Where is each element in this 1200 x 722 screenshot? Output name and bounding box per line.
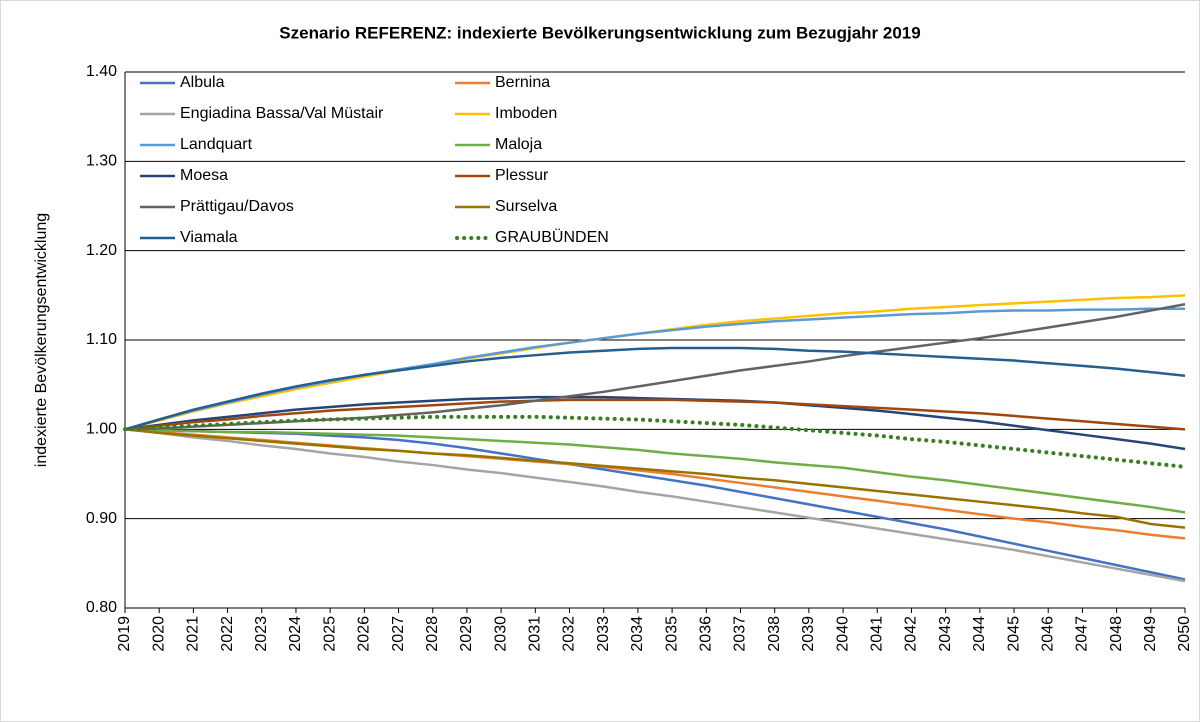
x-tick-label: 2030 xyxy=(492,616,509,652)
series-line xyxy=(123,414,1187,469)
x-tick-label: 2035 xyxy=(663,616,680,652)
y-tick-label: 0.80 xyxy=(86,599,117,616)
x-tick-label: 2048 xyxy=(1108,616,1125,652)
x-tick-label: 2045 xyxy=(1005,616,1022,652)
x-tick-label: 2031 xyxy=(527,616,544,652)
x-tick-label: 2029 xyxy=(458,616,475,652)
x-tick-label: 2043 xyxy=(937,616,954,652)
x-tick-label: 2034 xyxy=(629,616,646,652)
x-tick-label: 2028 xyxy=(424,616,441,652)
x-tick-label: 2022 xyxy=(219,616,236,652)
x-tick-label: 2032 xyxy=(561,616,578,652)
legend-label: Bernina xyxy=(495,74,550,91)
series-line xyxy=(124,428,1186,583)
legend-label: Plessur xyxy=(495,167,549,184)
series-line xyxy=(124,428,1186,514)
x-tick-label: 2024 xyxy=(287,616,304,652)
y-tick-label: 1.10 xyxy=(86,331,117,348)
x-tick-label: 2037 xyxy=(732,616,749,652)
x-tick-label: 2021 xyxy=(185,616,202,652)
x-tick-label: 2039 xyxy=(800,616,817,652)
x-tick-label: 2038 xyxy=(766,616,783,652)
x-tick-label: 2041 xyxy=(868,616,885,652)
series-line xyxy=(124,428,1186,529)
x-tick-label: 2047 xyxy=(1074,616,1091,652)
series-line xyxy=(124,346,1186,431)
x-tick-label: 2023 xyxy=(253,616,270,652)
y-axis-label: indexierte Bevölkerungsentwicklung xyxy=(33,213,50,467)
legend-label: GRAUBÜNDEN xyxy=(495,228,609,246)
y-tick-label: 0.90 xyxy=(86,510,117,527)
y-tick-label: 1.00 xyxy=(86,421,117,438)
series-line xyxy=(124,398,1186,431)
x-tick-label: 2026 xyxy=(356,616,373,652)
series-line xyxy=(124,395,1186,451)
x-tick-label: 2049 xyxy=(1142,616,1159,652)
legend-label: Engiadina Bassa/Val Müstair xyxy=(180,105,384,122)
legend-label: Albula xyxy=(180,74,225,91)
x-tick-label: 2040 xyxy=(834,616,851,652)
y-tick-label: 1.20 xyxy=(86,242,117,259)
x-tick-label: 2042 xyxy=(903,616,920,652)
x-tick-label: 2025 xyxy=(321,616,338,652)
legend-label: Prättigau/Davos xyxy=(180,198,294,215)
x-tick-label: 2044 xyxy=(971,616,988,652)
x-tick-label: 2050 xyxy=(1176,616,1193,652)
x-tick-label: 2027 xyxy=(390,616,407,652)
legend-label: Maloja xyxy=(495,136,542,153)
x-tick-label: 2046 xyxy=(1039,616,1056,652)
x-tick-label: 2019 xyxy=(116,616,133,652)
legend-label: Surselva xyxy=(495,198,557,215)
x-tick-label: 2036 xyxy=(698,616,715,652)
x-tick-label: 2020 xyxy=(150,616,167,652)
legend-label: Moesa xyxy=(180,167,228,184)
legend-label: Landquart xyxy=(180,136,253,153)
y-tick-label: 1.40 xyxy=(86,63,117,80)
legend-label: Imboden xyxy=(495,105,557,122)
x-tick-label: 2033 xyxy=(595,616,612,652)
chart-title: Szenario REFERENZ: indexierte Bevölkerun… xyxy=(279,23,920,42)
y-tick-label: 1.30 xyxy=(86,153,117,170)
legend-label: Viamala xyxy=(180,229,238,246)
